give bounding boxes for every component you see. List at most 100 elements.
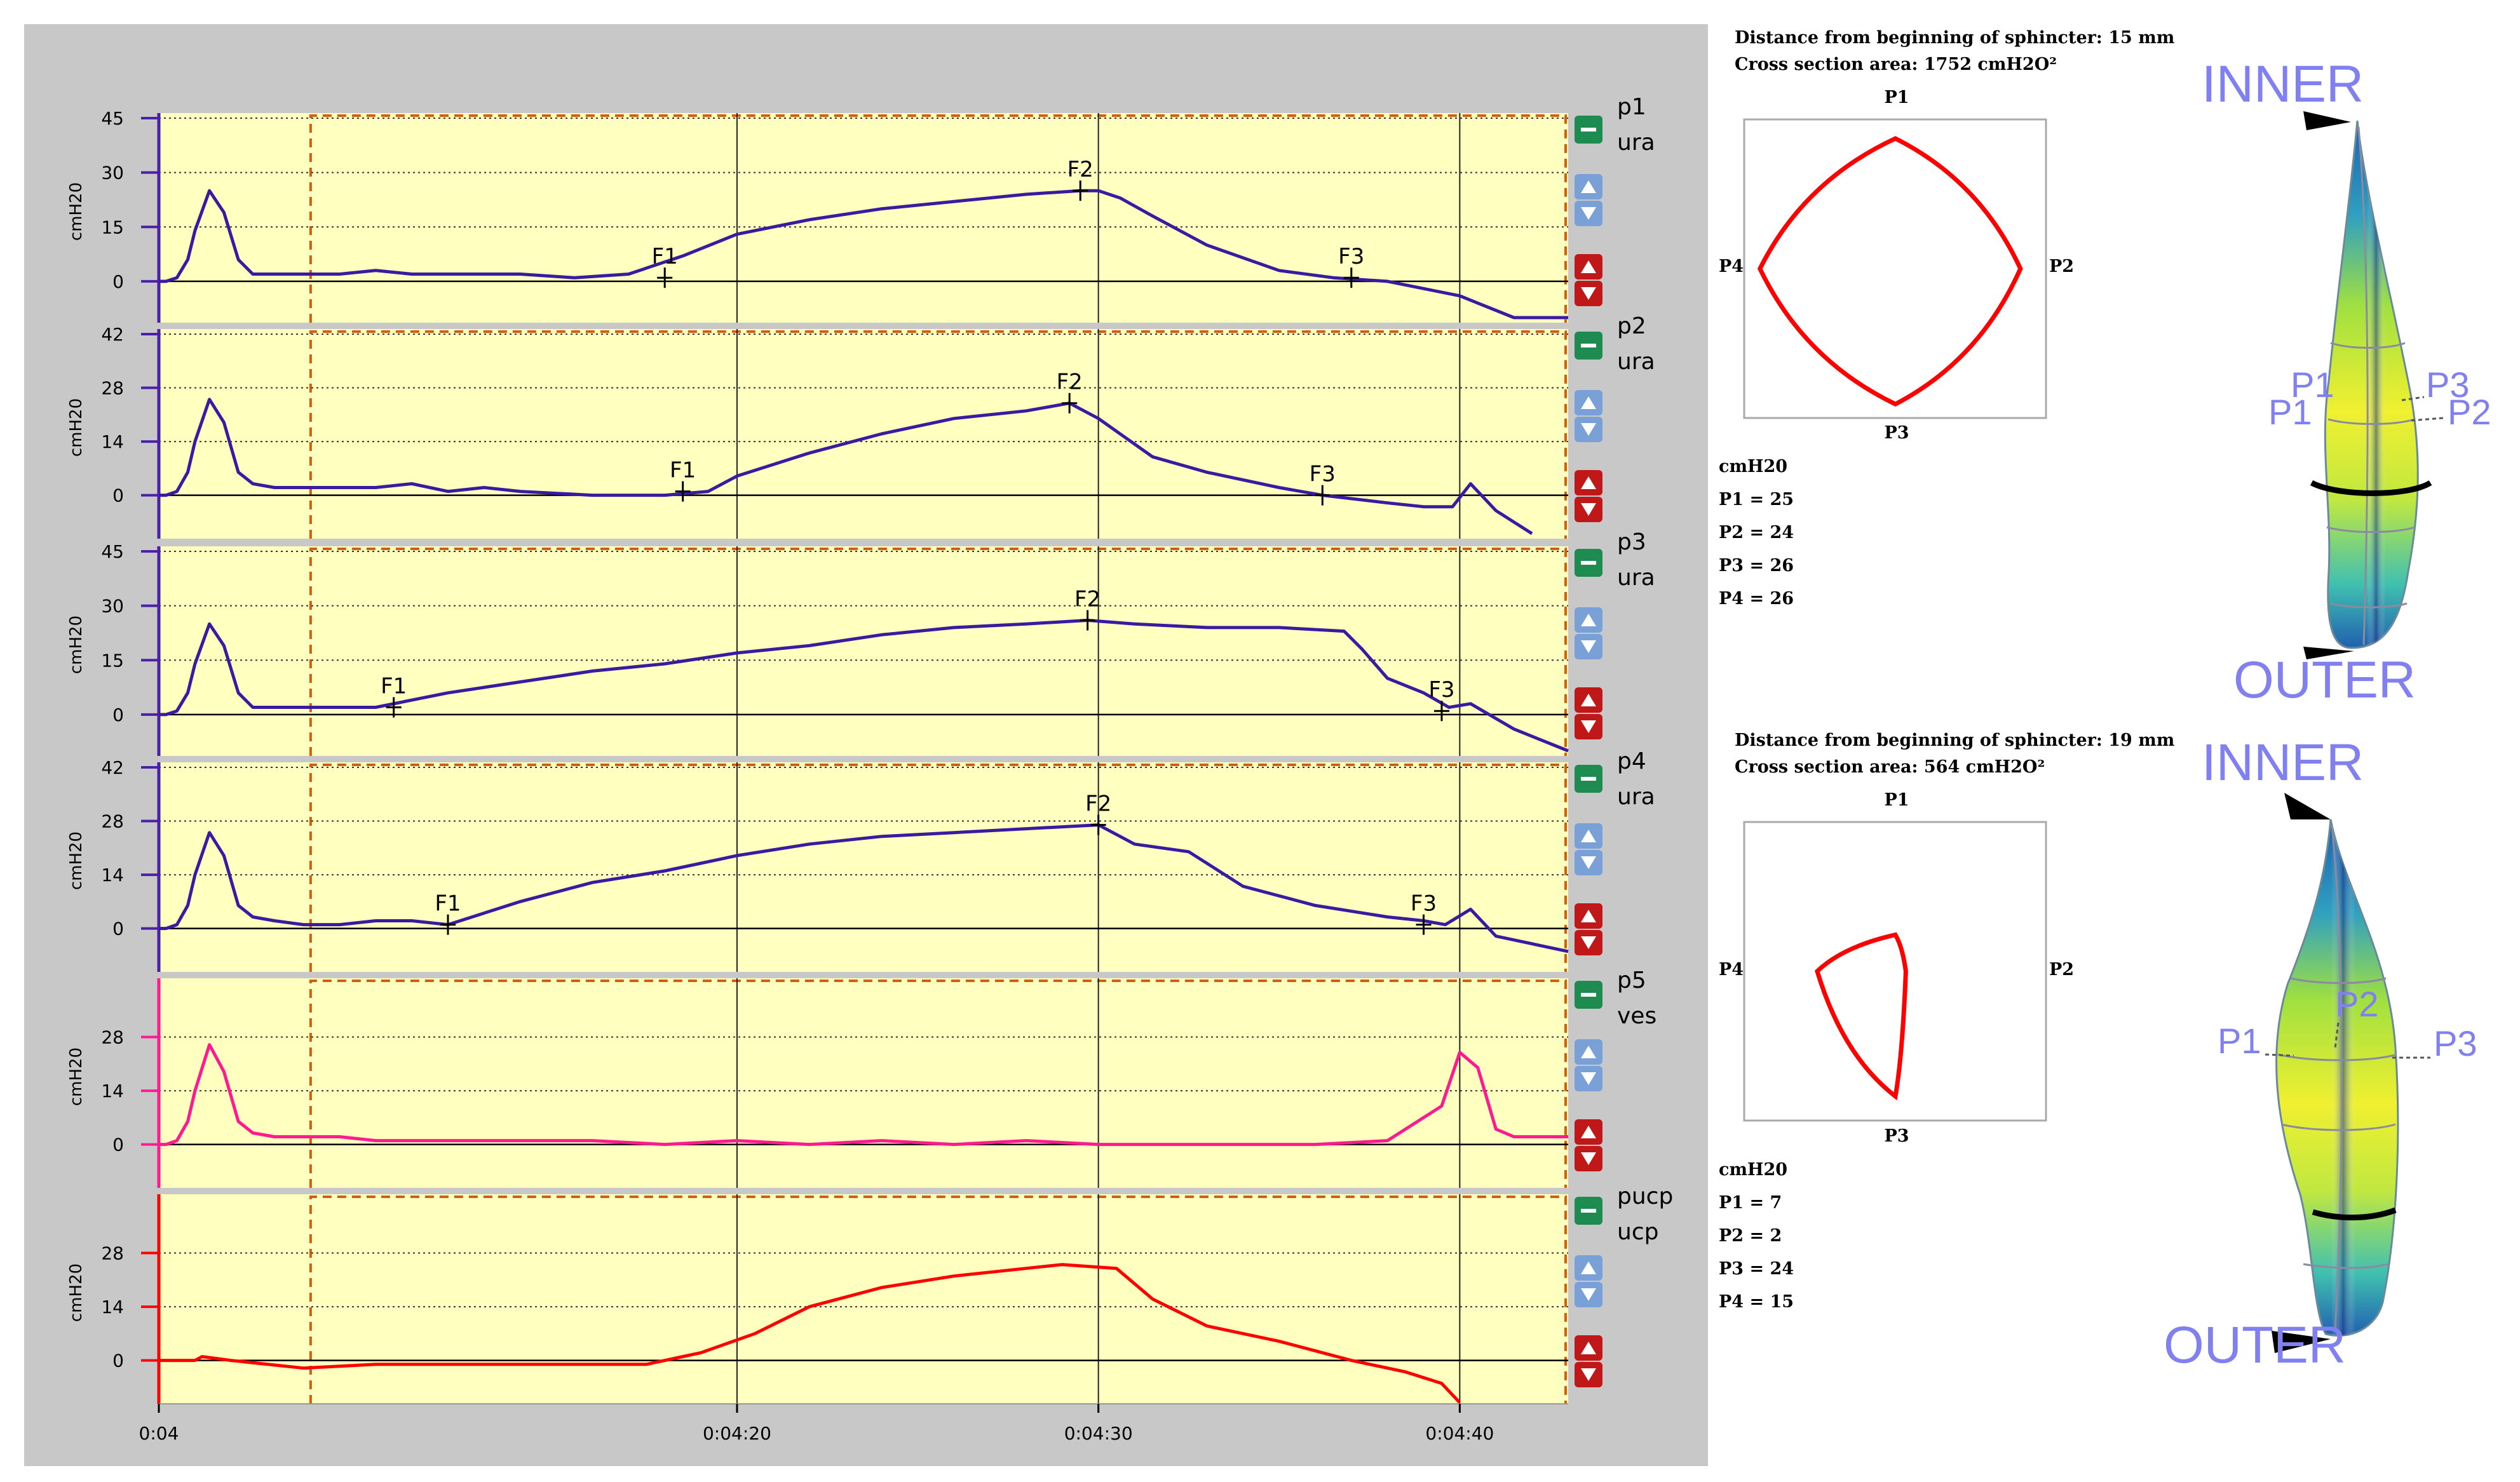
shift-up-icon-p2 xyxy=(1581,476,1596,489)
x-tick-label-20: 0:04:20 xyxy=(703,1423,771,1444)
channel-name-p5: p5 xyxy=(1617,967,1646,994)
strip-pucp: 0 14 28 cmH20 pucp ucp xyxy=(67,1183,1673,1404)
channel-site-p4: ura xyxy=(1617,784,1655,810)
selection-box-p3 xyxy=(309,548,1567,756)
model1-inner-pointer xyxy=(2303,111,2351,130)
marker-label-p1-F3: F3 xyxy=(1338,244,1364,269)
y-tick-label-p4-0: 0 xyxy=(112,919,124,940)
model2-shade xyxy=(2276,819,2398,1336)
model2-grid-ring-2 xyxy=(2277,1053,2397,1061)
cs2-area: Cross section area: 564 cmH2O² xyxy=(1735,757,2045,777)
model2-outer-pointer xyxy=(2272,1331,2331,1353)
shift-down-icon-p2 xyxy=(1581,503,1596,516)
selection-box-p1 xyxy=(309,114,1567,323)
triangle-down-icon-p5 xyxy=(1581,1072,1596,1085)
y-tick-label-p2-28: 28 xyxy=(101,378,124,399)
triangle-down-icon-p4 xyxy=(1581,856,1596,869)
triangle-down-icon-pucp xyxy=(1581,1288,1596,1301)
model2-outer-label: OUTER xyxy=(2164,1316,2346,1374)
cs1-value-p2: P2 = 24 xyxy=(1719,523,1794,542)
selection-box-p5 xyxy=(309,980,1567,1188)
marker-label-p3-F1: F1 xyxy=(381,673,407,699)
plot-area-p5 xyxy=(159,978,1568,1188)
cross-section-panel-1: Distance from beginning of sphincter: 15… xyxy=(1719,28,2174,609)
y-tick-label-p5-28: 28 xyxy=(101,1027,124,1048)
cs1-distance: Distance from beginning of sphincter: 15… xyxy=(1735,28,2174,48)
triangle-up-icon-p3 xyxy=(1581,614,1596,626)
triangle-up-icon-p5 xyxy=(1581,1046,1596,1058)
minus-icon-p1 xyxy=(1581,128,1596,131)
shift-up-icon-p3 xyxy=(1581,694,1596,706)
channel-name-pucp: pucp xyxy=(1617,1183,1673,1209)
marker-label-p2-F2: F2 xyxy=(1057,370,1083,395)
model2-inner-pointer xyxy=(2284,793,2331,819)
model1-grid-ring-1 xyxy=(2330,342,2406,349)
x-tick-label-30: 0:04:30 xyxy=(1064,1423,1133,1444)
marker-label-p3-F2: F2 xyxy=(1074,586,1101,612)
y-tick-label-pucp-28: 28 xyxy=(101,1243,124,1264)
minus-icon-p5 xyxy=(1581,993,1596,997)
cs2-value-p4: P4 = 15 xyxy=(1719,1292,1794,1312)
marker-label-p4-F1: F1 xyxy=(435,891,461,917)
y-tick-label-p5-0: 0 xyxy=(112,1135,124,1155)
cs1-label-bottom: P3 xyxy=(1884,423,1909,443)
cs1-label-top: P1 xyxy=(1884,88,1909,107)
triangle-up-icon-p2 xyxy=(1581,396,1596,409)
cs2-label-top: P1 xyxy=(1884,790,1909,810)
triangle-down-icon-p3 xyxy=(1581,640,1596,653)
model1-outer-pointer xyxy=(2303,647,2354,659)
marker-label-p2-F1: F1 xyxy=(670,458,696,483)
y-tick-label-p2-14: 14 xyxy=(101,431,124,452)
channel-site-p2: ura xyxy=(1617,349,1655,375)
cs2-label-right: P2 xyxy=(2049,960,2074,980)
marker-label-p3-F3: F3 xyxy=(1428,677,1454,703)
cs1-box xyxy=(1743,118,2047,419)
x-tick-label-40: 0:04:40 xyxy=(1425,1423,1494,1444)
y-tick-label-p2-0: 0 xyxy=(112,485,124,506)
x-tick-label-4: 0:04 xyxy=(139,1423,179,1444)
y-tick-label-p3-30: 30 xyxy=(101,596,124,617)
cross-section-panel-2: Distance from beginning of sphincter: 19… xyxy=(1719,731,2174,1312)
channel-name-p2: p2 xyxy=(1617,313,1646,339)
trace-pucp xyxy=(159,1263,1461,1404)
y-tick-label-p1-45: 45 xyxy=(101,108,124,129)
shift-up-icon-p5 xyxy=(1581,1126,1596,1138)
minus-icon-pucp xyxy=(1581,1209,1596,1213)
strip-p5: 0 14 28 cmH20 p5 ves xyxy=(67,967,1656,1188)
y-tick-label-p4-14: 14 xyxy=(101,865,124,886)
model2-leader xyxy=(2265,1022,2430,1059)
model1-shade xyxy=(2325,121,2418,648)
channel-strips: 0 15 30 45 cmH20 F1 F2 F3 p1 ura 0 14 28 42 cmH20 F1 F2 F… xyxy=(67,94,1673,1404)
model1-p1: P1 xyxy=(2268,392,2312,432)
shift-down-icon-pucp xyxy=(1581,1368,1596,1381)
cs1-label-right: P2 xyxy=(2049,257,2074,276)
model1-outer-label: OUTER xyxy=(2233,651,2416,709)
minus-icon-p4 xyxy=(1581,777,1596,781)
y-tick-label-p3-15: 15 xyxy=(101,650,124,671)
strip-p4: 0 14 28 42 cmH20 F1 F2 F3 p4 ura xyxy=(67,748,1655,972)
cs2-distance: Distance from beginning of sphincter: 19… xyxy=(1735,731,2174,750)
y-unit-label-p4: cmH20 xyxy=(67,832,86,890)
strip-p2: 0 14 28 42 cmH20 F1 F2 F3 p2 ura xyxy=(67,313,1655,539)
shift-down-icon-p5 xyxy=(1581,1152,1596,1165)
model1-p1-upper: P1 xyxy=(2291,365,2334,405)
marker-label-p1-F2: F2 xyxy=(1067,157,1094,182)
cs1-unit: cmH20 xyxy=(1719,457,1787,476)
y-unit-label-p1: cmH20 xyxy=(67,182,86,241)
cs2-value-p2: P2 = 2 xyxy=(1719,1226,1782,1246)
triangle-up-icon-p4 xyxy=(1581,830,1596,842)
model1-grid-ring-3 xyxy=(2326,526,2415,533)
channel-name-p4: p4 xyxy=(1617,748,1646,774)
plot-area-p2 xyxy=(159,329,1568,539)
y-unit-label-p2: cmH20 xyxy=(67,398,86,457)
cs2-box xyxy=(1743,821,2047,1122)
selection-box-p4 xyxy=(309,764,1567,972)
y-tick-label-p4-28: 28 xyxy=(101,811,124,832)
trace-p3 xyxy=(159,619,1569,753)
cs2-value-p3: P3 = 24 xyxy=(1719,1259,1794,1279)
strip-p1: 0 15 30 45 cmH20 F1 F2 F3 p1 ura xyxy=(67,94,1655,323)
sphincter-model-2: INNER OUTER P1 P2 P3 xyxy=(2164,734,2477,1374)
channel-site-pucp: ucp xyxy=(1617,1219,1658,1245)
cs1-shape xyxy=(1757,136,2023,407)
